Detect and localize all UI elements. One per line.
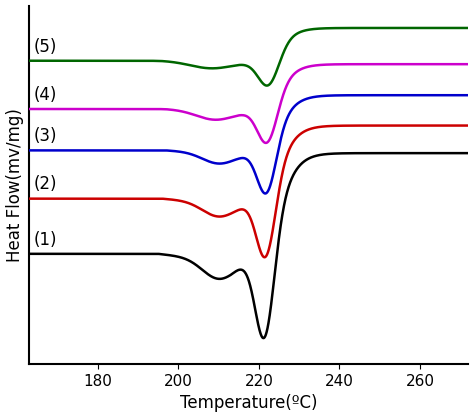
X-axis label: Temperature(ºC): Temperature(ºC) [180,395,318,413]
Y-axis label: Heat Flow(mv/mg): Heat Flow(mv/mg) [6,108,24,262]
Text: (5): (5) [33,38,56,56]
Text: (3): (3) [33,127,56,145]
Text: (2): (2) [33,176,56,194]
Text: (4): (4) [33,86,56,104]
Text: (1): (1) [33,231,56,249]
